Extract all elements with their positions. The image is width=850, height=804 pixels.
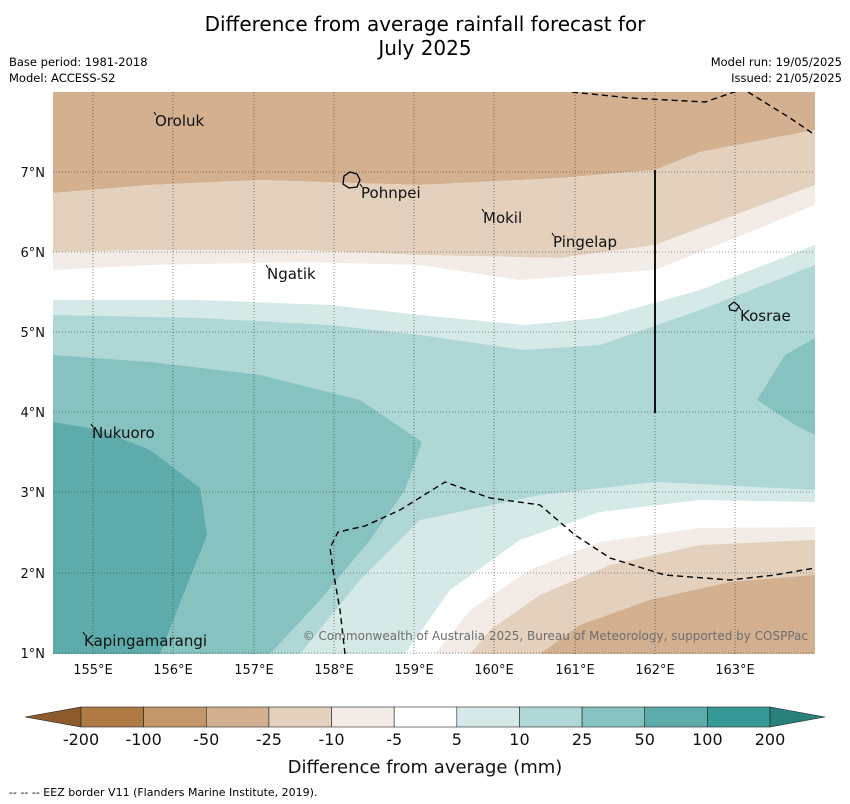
model-run: Model run: 19/05/2025 [710, 55, 842, 69]
colorbar-tick: 25 [572, 730, 592, 749]
copyright-text: © Commonwealth of Australia 2025, Bureau… [303, 629, 808, 643]
colorbar-bin [393, 706, 458, 728]
contour-plus-50 [53, 422, 207, 654]
lon-label: 155°E [73, 663, 113, 678]
model-name: Model: ACCESS-S2 [9, 71, 116, 85]
model-info: Base period: 1981-2018 Model: ACCESS-S2 [9, 54, 148, 86]
colorbar-tick: 5 [452, 730, 462, 749]
lat-label: 6°N [21, 246, 46, 261]
place-label: Pohnpei [361, 184, 421, 202]
title-line-2: July 2025 [378, 36, 472, 60]
lon-label: 159°E [394, 663, 434, 678]
place-marker [90, 423, 94, 428]
contour-fields [53, 92, 815, 654]
eez-legend: -- -- -- EEZ border V11 (Flanders Marine… [9, 786, 318, 799]
colorbar-bin [331, 706, 395, 728]
lon-label: 158°E [314, 663, 354, 678]
colorbar-extend-high [769, 706, 826, 728]
colorbar-bin [581, 706, 646, 728]
lat-label: 7°N [21, 166, 46, 181]
colorbar-tick: 100 [692, 730, 723, 749]
colorbar-extend-low [24, 706, 82, 728]
base-period: Base period: 1981-2018 [9, 55, 148, 69]
colorbar-tick: 200 [755, 730, 786, 749]
lat-label: 1°N [21, 647, 46, 662]
place-label: Kapingamarangi [84, 632, 207, 650]
place-label: Kosrae [740, 307, 791, 325]
contour-minus-25-se [540, 575, 815, 654]
lon-label: 162°E [635, 663, 675, 678]
colorbar-bin [644, 706, 708, 728]
colorbar-tick: -5 [386, 730, 402, 749]
chart-title: Difference from average rainfall forecas… [0, 12, 850, 60]
issued-date: Issued: 21/05/2025 [731, 71, 842, 85]
place-labels: Oroluk Pohnpei Mokil Pingelap Ngatik Kosrae Nu… [82, 111, 791, 650]
lon-label: 157°E [234, 663, 274, 678]
place-marker [153, 111, 157, 116]
place-label: Ngatik [267, 265, 316, 283]
place-label: Oroluk [155, 112, 204, 130]
colorbar-tick: -25 [256, 730, 282, 749]
lat-label: 3°N [21, 486, 46, 501]
place-marker [265, 264, 269, 269]
latitude-labels: 7°N 6°N 5°N 4°N 3°N 2°N 1°N [21, 166, 46, 662]
colorbar-bin [707, 706, 771, 728]
lat-label: 4°N [21, 406, 46, 421]
eez-border [329, 92, 815, 654]
colorbar-label: Difference from average (mm) [288, 757, 563, 778]
colorbar-tick: -200 [63, 730, 99, 749]
lat-label: 5°N [21, 326, 46, 341]
contour-minus-5 [53, 185, 815, 280]
run-info: Model run: 19/05/2025 Issued: 21/05/2025 [711, 54, 842, 86]
contour-plus-25-east [757, 338, 815, 435]
colorbar-tick: -50 [193, 730, 219, 749]
title-line-1: Difference from average rainfall forecas… [204, 12, 646, 36]
place-marker [738, 306, 742, 311]
lon-label: 160°E [474, 663, 514, 678]
place-label: Pingelap [553, 233, 617, 251]
longitude-labels: 155°E 156°E 157°E 158°E 159°E 160°E 161°E 162°E… [73, 663, 755, 678]
place-label: Nukuoro [92, 424, 155, 442]
lon-label: 161°E [555, 663, 595, 678]
lat-label: 2°N [21, 567, 46, 582]
colorbar-ticks: -200 -100 -50 -25 -10 -5 5 10 25 50 100 200 [63, 730, 785, 749]
colorbar-bin [268, 706, 332, 728]
colorbar-bin [143, 706, 207, 728]
colorbar-tick: 10 [509, 730, 529, 749]
colorbar-bin [456, 706, 520, 728]
lon-label: 156°E [153, 663, 193, 678]
colorbar-tick: -100 [125, 730, 161, 749]
colorbar-bin [80, 706, 144, 728]
place-marker [82, 631, 86, 636]
place-marker [481, 208, 485, 213]
place-marker [359, 183, 363, 188]
colorbar-bin [205, 706, 270, 728]
kosrae-island [728, 301, 740, 312]
colorbar-tick: -10 [318, 730, 344, 749]
contour-minus-10 [53, 130, 815, 258]
lon-label: 163°E [715, 663, 755, 678]
colorbar-bin [519, 706, 583, 728]
colorbar [24, 706, 826, 728]
contour-minus-25 [53, 92, 815, 193]
place-label: Mokil [483, 209, 522, 227]
place-marker [551, 232, 555, 237]
pohnpei-island [342, 171, 361, 189]
colorbar-tick: 50 [635, 730, 655, 749]
